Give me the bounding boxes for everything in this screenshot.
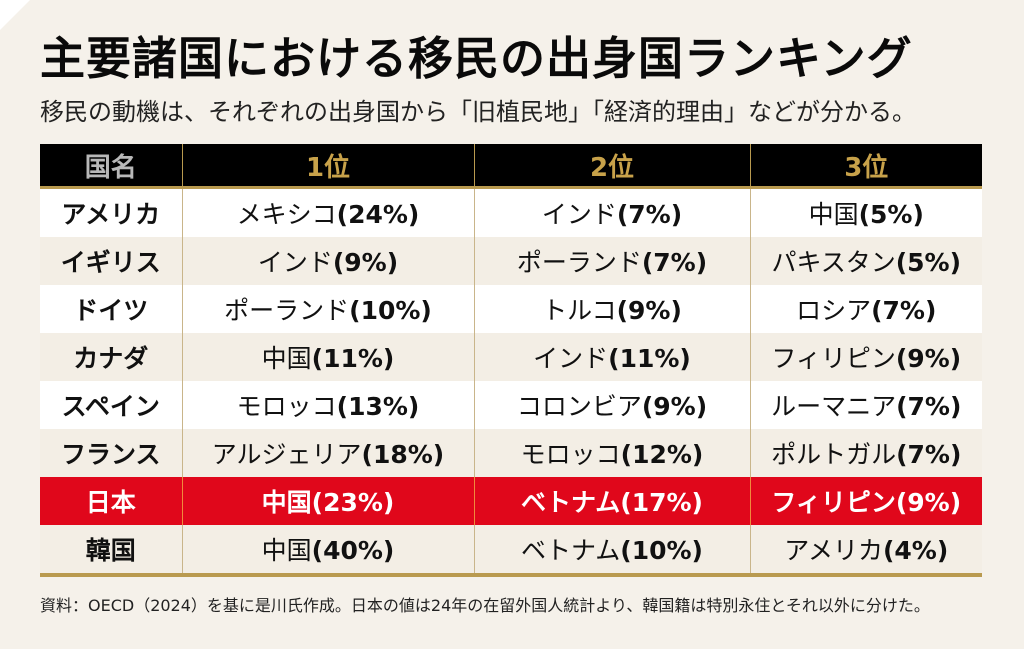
rank-3-cell: ロシア(7%) [749, 285, 982, 333]
page-subtitle: 移民の動機は、それぞれの出身国から「旧植民地」「経済的理由」などが分かる。 [40, 98, 916, 126]
table-row: スペイン モロッコ(13%) コロンビア(9%) ルーマニア(7%) [40, 381, 982, 429]
rank-1-cell: メキシコ(24%) [181, 187, 474, 237]
rank-1-cell: 中国(11%) [181, 333, 474, 381]
country-name: カナダ [40, 333, 182, 381]
rank-2-cell: コロンビア(9%) [473, 381, 750, 429]
country-name: スペイン [40, 381, 182, 429]
header-rank-2: 2位 [473, 144, 750, 189]
table-row-highlighted-japan: 日本 中国(23%) ベトナム(17%) フィリピン(9%) [40, 477, 982, 525]
rank-2-cell: ベトナム(10%) [473, 525, 750, 577]
country-name: 韓国 [40, 525, 182, 577]
ranking-table: 国名 1位 2位 3位 アメリカ メキシコ(24%) インド(7%) 中国(5%… [40, 144, 982, 577]
rank-2-cell: トルコ(9%) [473, 285, 750, 333]
rank-1-cell: 中国(23%) [181, 477, 474, 525]
rank-1-cell: アルジェリア(18%) [181, 429, 474, 477]
table-row: ドイツ ポーランド(10%) トルコ(9%) ロシア(7%) [40, 285, 982, 333]
header-rank-1: 1位 [181, 144, 474, 189]
country-name: イギリス [40, 237, 182, 285]
table-row: カナダ 中国(11%) インド(11%) フィリピン(9%) [40, 333, 982, 381]
country-name: 日本 [40, 477, 182, 525]
table-row: フランス アルジェリア(18%) モロッコ(12%) ポルトガル(7%) [40, 429, 982, 477]
rank-1-cell: インド(9%) [181, 237, 474, 285]
rank-3-cell: 中国(5%) [749, 187, 982, 237]
table-header-row: 国名 1位 2位 3位 [40, 144, 982, 189]
header-country: 国名 [40, 144, 182, 189]
rank-3-cell: フィリピン(9%) [749, 477, 982, 525]
rank-3-cell: ポルトガル(7%) [749, 429, 982, 477]
table-row: イギリス インド(9%) ポーランド(7%) パキスタン(5%) [40, 237, 982, 285]
rank-1-cell: モロッコ(13%) [181, 381, 474, 429]
rank-3-cell: アメリカ(4%) [749, 525, 982, 577]
country-name: アメリカ [40, 187, 182, 237]
rank-2-cell: ポーランド(7%) [473, 237, 750, 285]
rank-2-cell: モロッコ(12%) [473, 429, 750, 477]
rank-2-cell: ベトナム(17%) [473, 477, 750, 525]
rank-3-cell: ルーマニア(7%) [749, 381, 982, 429]
rank-2-cell: インド(11%) [473, 333, 750, 381]
table-row: 韓国 中国(40%) ベトナム(10%) アメリカ(4%) [40, 525, 982, 577]
rank-2-cell: インド(7%) [473, 187, 750, 237]
country-name: ドイツ [40, 285, 182, 333]
rank-3-cell: フィリピン(9%) [749, 333, 982, 381]
corner-decoration [0, 0, 30, 30]
rank-3-cell: パキスタン(5%) [749, 237, 982, 285]
table-row: アメリカ メキシコ(24%) インド(7%) 中国(5%) [40, 187, 982, 237]
rank-1-cell: ポーランド(10%) [181, 285, 474, 333]
page-title: 主要諸国における移民の出身国ランキング [40, 32, 913, 85]
source-footnote: 資料：OECD（2024）を基に是川氏作成。日本の値は24年の在留外国人統計より… [40, 596, 930, 615]
country-name: フランス [40, 429, 182, 477]
header-rank-3: 3位 [749, 144, 982, 189]
rank-1-cell: 中国(40%) [181, 525, 474, 577]
